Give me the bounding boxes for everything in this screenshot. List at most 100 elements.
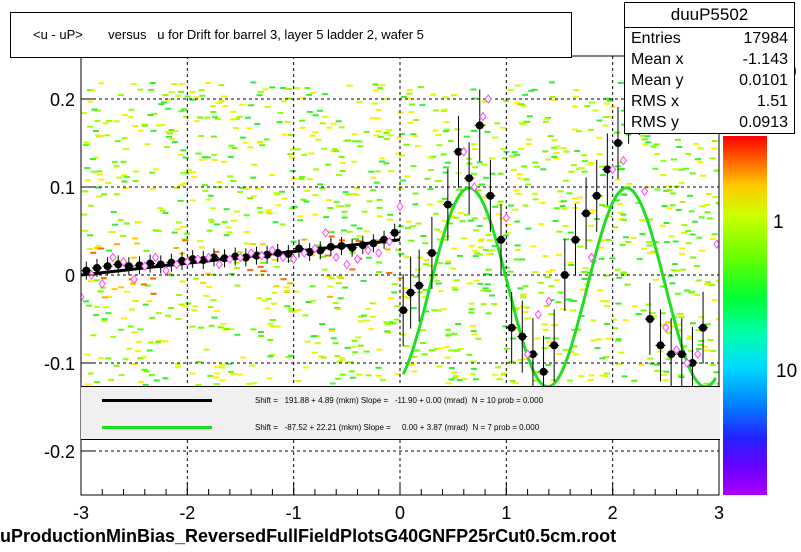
density-cell	[349, 251, 356, 254]
density-cell	[444, 128, 450, 131]
density-cell	[524, 317, 531, 320]
density-cell	[451, 332, 458, 335]
density-cell	[166, 132, 173, 135]
density-cell	[97, 290, 104, 293]
profile-point	[305, 248, 314, 257]
density-cell	[704, 203, 711, 206]
density-cell	[180, 149, 187, 152]
density-cell	[310, 335, 317, 338]
density-cell	[184, 95, 191, 98]
density-cell	[120, 234, 127, 237]
density-cell	[395, 248, 402, 251]
density-cell	[281, 133, 288, 136]
density-cell	[553, 152, 560, 154]
density-cell	[355, 336, 362, 339]
density-cell	[449, 267, 456, 270]
density-cell	[679, 252, 685, 255]
legend-entry-green-fit: Shift = -87.52 + 22.21 (mkm) Slope = 0.0…	[81, 421, 539, 433]
profile-point	[560, 271, 569, 279]
density-cell	[256, 94, 263, 97]
density-cell	[314, 342, 321, 344]
density-cell	[489, 294, 496, 297]
density-cell	[294, 87, 301, 90]
density-cell	[135, 350, 142, 353]
density-cell	[210, 111, 217, 113]
density-cell	[303, 200, 310, 203]
stats-box: duuP5502 Entries 17984 Mean x -1.143 Mean …	[624, 2, 795, 134]
density-cell	[385, 129, 392, 132]
density-cell	[114, 140, 121, 143]
density-cell	[551, 139, 558, 142]
density-cell	[234, 284, 241, 287]
density-cell	[150, 292, 157, 295]
density-cell	[384, 330, 391, 333]
profile-point	[645, 315, 654, 323]
density-cell	[254, 123, 261, 126]
density-cell	[541, 347, 548, 350]
density-cell	[376, 348, 383, 351]
density-cell	[368, 170, 375, 173]
density-cell	[171, 141, 178, 144]
density-cell	[545, 158, 552, 161]
density-cell	[123, 176, 130, 178]
density-cell	[363, 319, 370, 322]
density-cell	[236, 251, 243, 254]
x-tick-label: 0	[395, 503, 405, 523]
density-cell	[137, 88, 144, 91]
density-cell	[448, 349, 455, 352]
density-cell	[616, 363, 623, 366]
density-cell	[363, 230, 370, 233]
density-cell	[486, 239, 493, 242]
density-cell	[552, 337, 559, 340]
profile-point	[507, 323, 516, 332]
mean-point	[247, 248, 255, 258]
density-cell	[93, 314, 100, 317]
density-cell	[338, 126, 345, 129]
density-cell	[162, 94, 169, 96]
mean-point	[662, 322, 670, 333]
density-cell	[502, 234, 509, 237]
density-cell	[616, 276, 623, 279]
density-cell	[303, 366, 309, 369]
density-cell	[660, 374, 667, 376]
density-cell	[230, 110, 237, 113]
density-cell	[495, 213, 502, 216]
density-cell	[212, 116, 219, 119]
density-cell	[186, 168, 192, 171]
density-cell	[587, 379, 594, 381]
density-cell	[538, 291, 545, 294]
density-cell	[352, 133, 359, 136]
density-cell	[159, 209, 166, 212]
density-cell	[218, 84, 225, 87]
density-cell	[400, 95, 407, 98]
density-cell	[568, 264, 575, 266]
mean-point	[484, 94, 492, 104]
density-cell	[208, 324, 215, 327]
density-cell	[243, 214, 250, 217]
density-cell	[246, 127, 253, 130]
density-cell	[248, 104, 255, 107]
density-cell	[400, 179, 407, 182]
density-cell	[118, 328, 125, 331]
density-cell	[98, 82, 105, 85]
density-cell	[356, 227, 363, 230]
density-cell	[357, 344, 364, 347]
density-cell	[256, 141, 263, 144]
density-cell	[659, 312, 666, 315]
density-cell	[320, 356, 327, 359]
density-cell	[243, 231, 250, 233]
density-cell	[291, 205, 298, 208]
density-cell	[622, 319, 629, 322]
density-cell	[356, 234, 363, 237]
density-cell	[387, 213, 394, 216]
density-cell	[676, 146, 683, 148]
density-cell	[82, 229, 88, 232]
density-cell	[659, 224, 666, 227]
density-cell	[234, 333, 241, 336]
density-cell	[442, 96, 449, 99]
density-cell	[351, 193, 358, 195]
density-cell	[548, 299, 555, 301]
density-cell	[233, 261, 240, 264]
density-cell	[245, 116, 251, 119]
density-cell	[520, 294, 527, 297]
